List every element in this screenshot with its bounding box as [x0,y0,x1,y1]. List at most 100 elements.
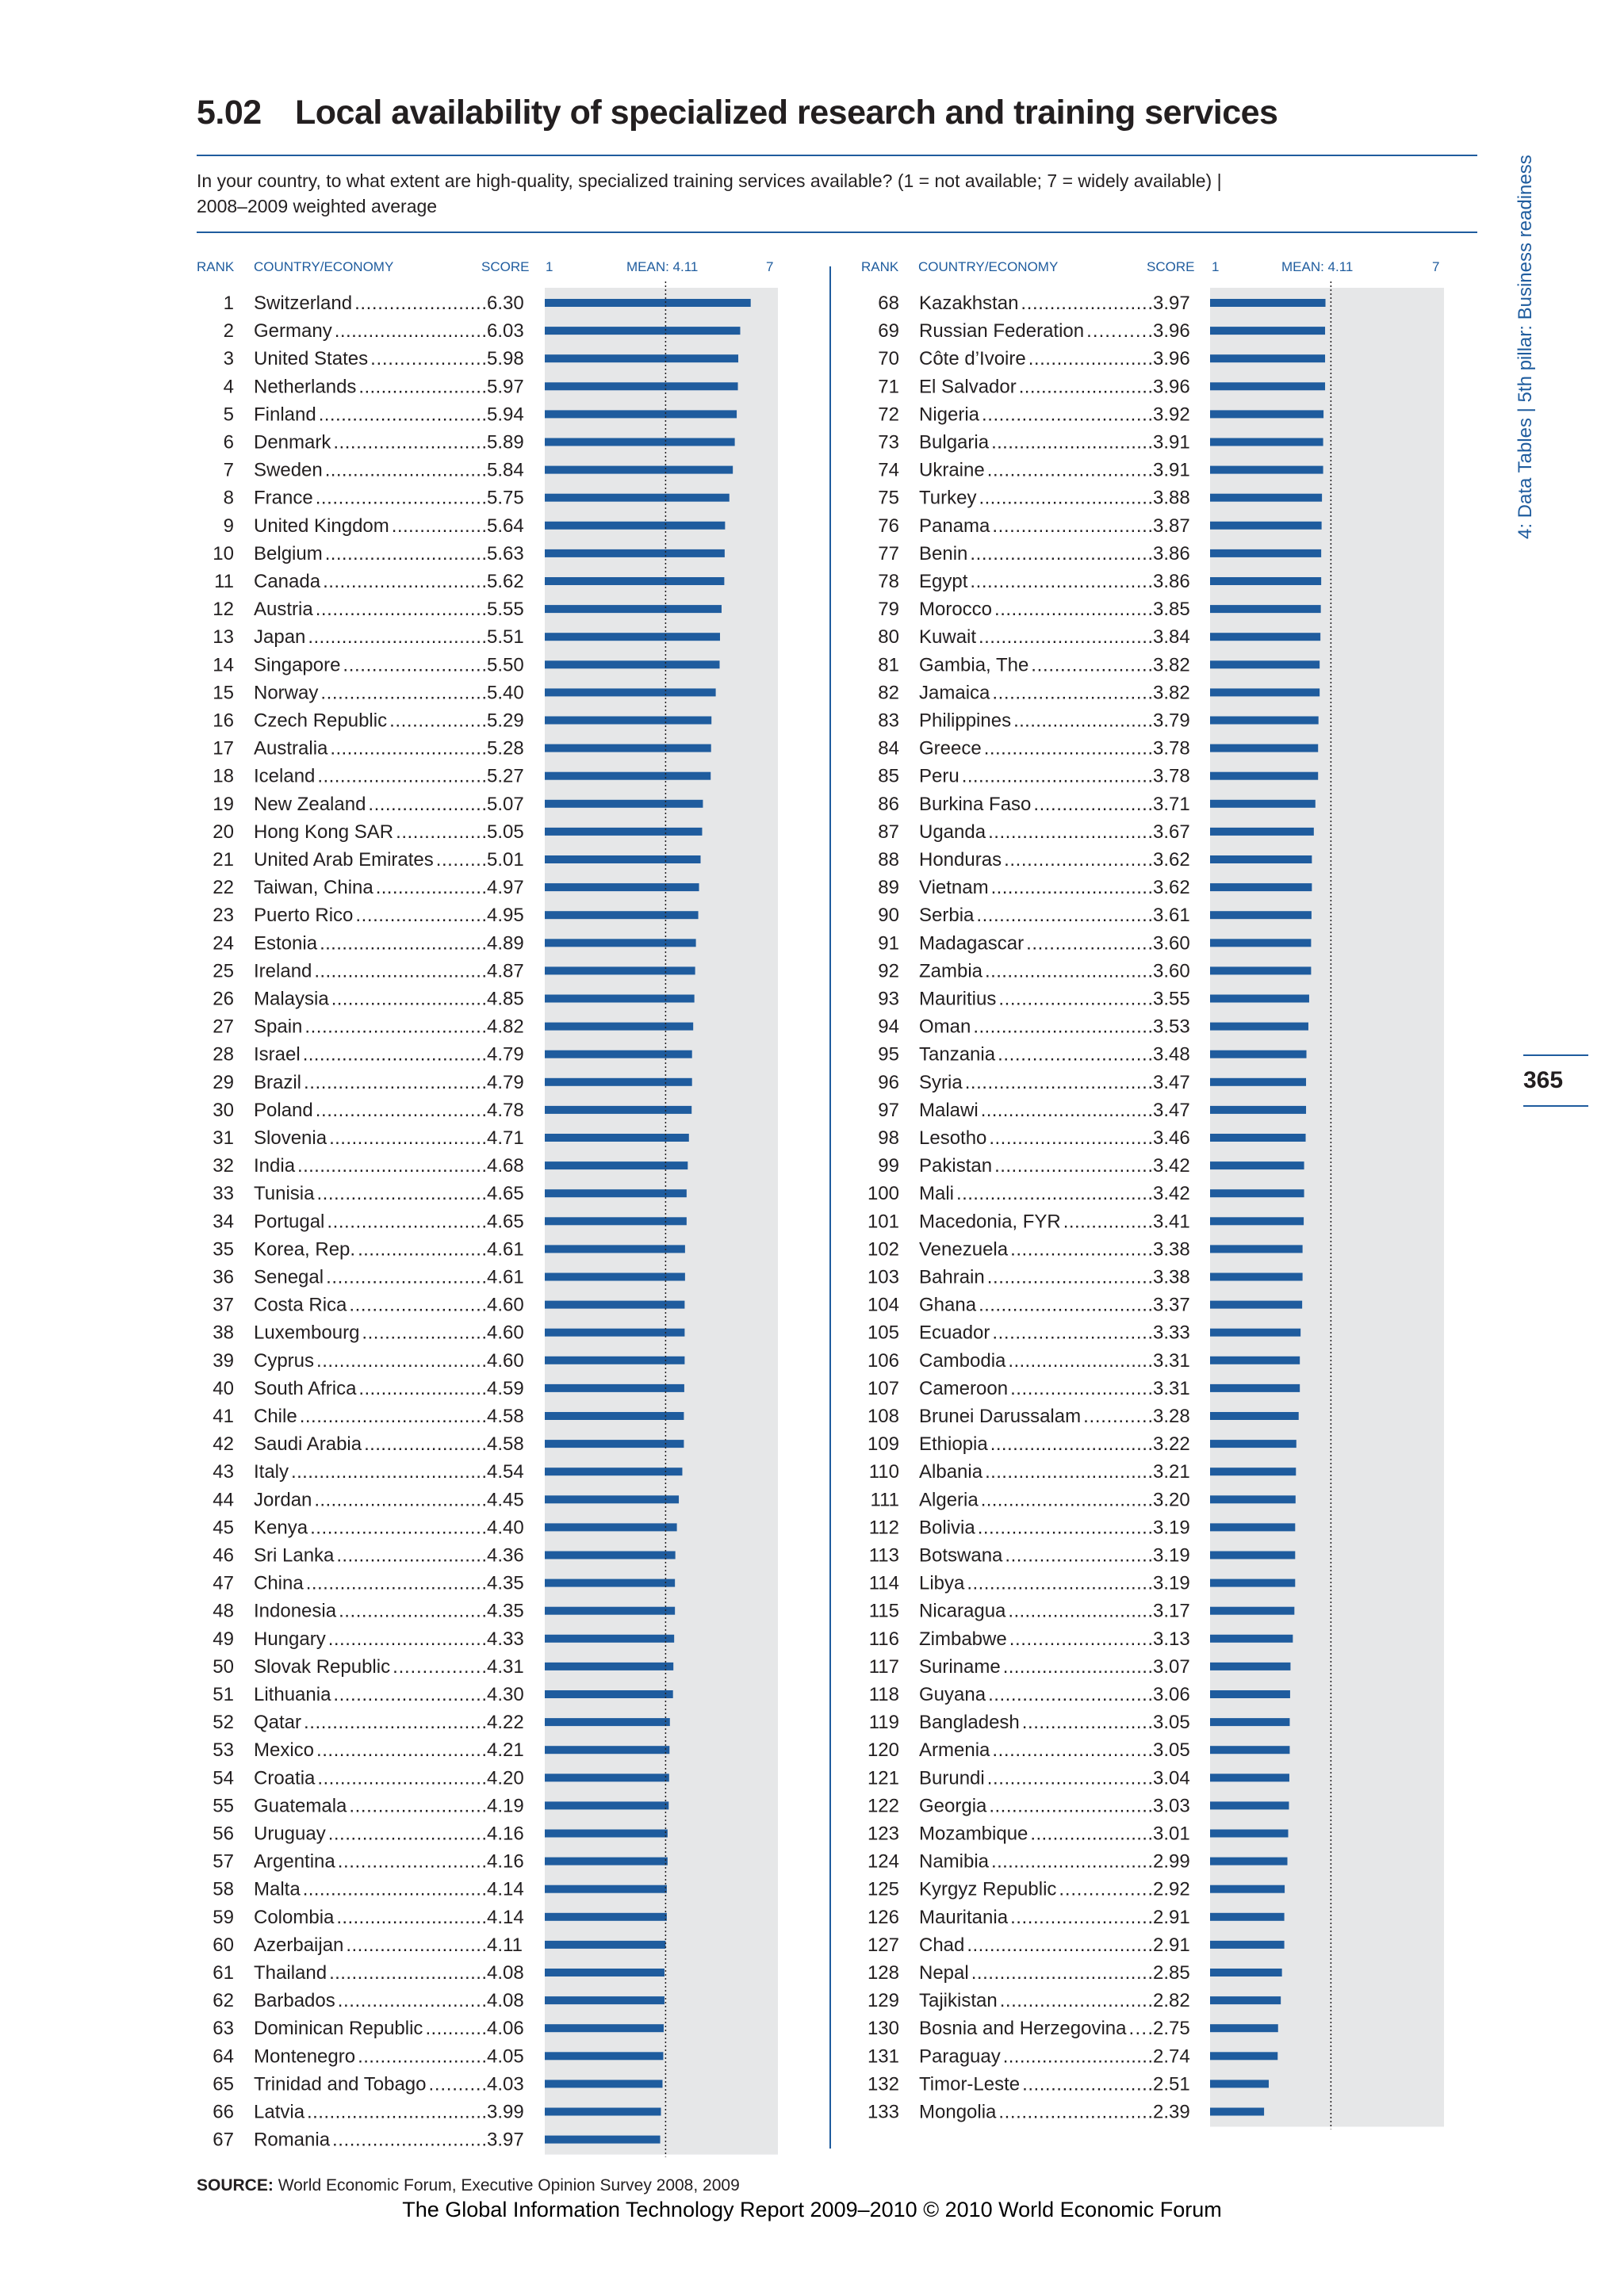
country-label: Mongolia [919,2102,997,2123]
score-label: 4.58 [487,1433,524,1455]
leader-dots: ..................... [1033,794,1153,815]
leader-dots: ................................. [965,1072,1153,1093]
score-label: 4.89 [487,932,524,954]
leader-dots: ............................ [326,1267,487,1288]
rank-label: 26 [213,989,234,1010]
country-label: Australia [254,738,328,760]
rank-label: 97 [878,1100,899,1121]
page-number-rule-top [1523,1054,1588,1056]
rank-label: 71 [878,376,899,397]
score-label: 3.87 [1153,515,1190,537]
leader-dots: ............................ [330,738,487,760]
score-label: 3.28 [1153,1406,1190,1427]
leader-dots: ............................... [314,1489,487,1510]
bar [1210,1912,1285,1921]
country-label: Armenia [919,1739,990,1761]
leader-dots: ............................. [991,1851,1153,1873]
rank-label: 121 [868,1767,899,1789]
rank-label: 122 [868,1795,899,1816]
leader-dots: ................................ [970,571,1153,592]
leader-dots: .......................... [339,1601,487,1622]
score-label: 3.31 [1153,1378,1190,1399]
bar [545,2080,663,2088]
rank-label: 112 [869,1517,899,1538]
panel-separator [829,266,831,2149]
bar [545,1272,685,1281]
bar [1210,744,1319,752]
score-label: 5.62 [487,571,524,592]
rank-label: 59 [213,1907,234,1928]
rank-label: 45 [213,1517,234,1538]
score-label: 3.42 [1153,1155,1190,1177]
bar [545,966,695,975]
bar [545,2135,661,2144]
country-label: Montenegro [254,2045,355,2067]
bar [545,410,737,419]
rank-label: 84 [878,738,899,760]
bar [545,1551,676,1559]
bar [545,1718,670,1727]
rank-label: 52 [213,1712,234,1733]
leader-dots: ............................... [314,960,487,982]
bar [545,939,696,947]
bar [545,493,730,502]
score-label: 3.79 [1153,710,1190,732]
leader-dots: ............................ [328,1628,487,1650]
rank-label: 40 [213,1378,234,1399]
country-label: Benin [919,543,967,564]
leader-dots: ...................... [362,1322,487,1344]
rank-label: 116 [869,1628,899,1650]
bar [1210,799,1316,808]
score-label: 5.07 [487,794,524,815]
rank-label: 125 [868,1879,899,1900]
bar [1210,633,1321,641]
score-label: 3.55 [1153,989,1190,1010]
score-label: 3.97 [1153,293,1190,314]
country-label: Jordan [254,1489,312,1510]
leader-dots: ............................. [988,821,1153,843]
leader-dots: ................................ [970,543,1153,564]
rank-label: 22 [213,877,234,898]
leader-dots: ............................. [987,460,1153,481]
country-label: Ukraine [919,460,985,481]
rank-label: 15 [213,682,234,703]
bar [545,1495,680,1504]
country-label: Poland [254,1100,313,1121]
leader-dots: .............................. [316,1100,487,1121]
bar [1210,1634,1293,1643]
rank-label: 69 [878,320,899,342]
bar [545,716,712,725]
score-label: 3.19 [1153,1573,1190,1594]
country-label: El Salvador [919,376,1017,397]
score-label: 3.22 [1153,1433,1190,1455]
rank-label: 66 [213,2102,234,2123]
country-label: Netherlands [254,376,356,397]
country-label: Georgia [919,1795,987,1816]
leader-dots: .... [1129,2018,1153,2039]
leader-dots: .................... [376,877,487,898]
mean-label-left: MEAN: 4.11 [626,259,699,274]
rank-label: 67 [213,2130,234,2151]
rank-label: 81 [878,654,899,675]
leader-dots: ................................ [306,1573,487,1594]
rank-label: 6 [224,432,234,453]
country-label: South Africa [254,1378,357,1399]
leader-dots: ......................... [1010,1907,1153,1928]
leader-dots: ............................ [994,1155,1153,1177]
leader-dots: .............................. [316,488,487,509]
score-header-right: SCORE [1147,259,1195,274]
country-label: Canada [254,571,321,592]
country-label: Madagascar [919,932,1024,954]
leader-dots: .............................. [320,932,487,954]
leader-dots: ................................. [303,1879,487,1900]
score-label: 3.99 [487,2102,524,2123]
rank-label: 30 [213,1100,234,1121]
leader-dots: .................... [370,348,487,369]
score-label: 4.35 [487,1573,524,1594]
score-label: 4.85 [487,989,524,1010]
country-label: Korea, Rep. [254,1238,355,1260]
score-label: 4.82 [487,1016,524,1038]
leader-dots: ............................. [991,432,1153,453]
score-label: 3.21 [1153,1461,1190,1483]
leader-dots: ............................ [328,1823,487,1845]
